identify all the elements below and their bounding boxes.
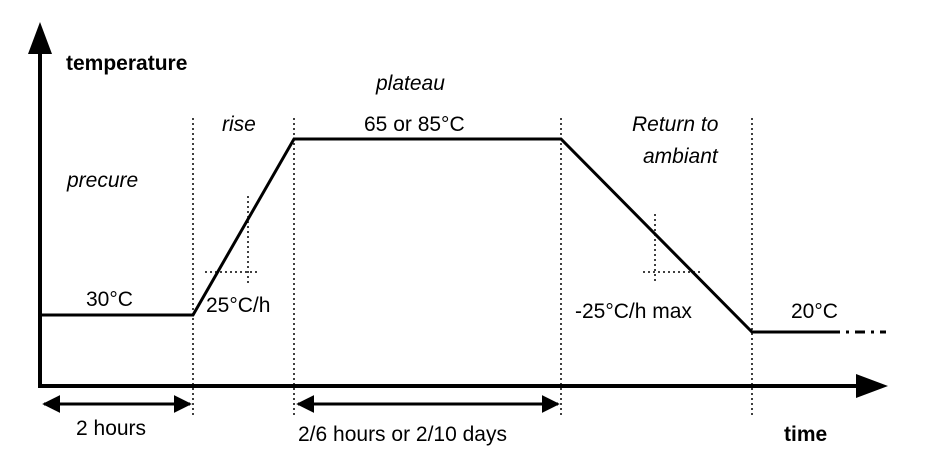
plateau-temperature-label: 65 or 85°C — [364, 113, 465, 136]
x-axis-arrow-icon — [856, 374, 888, 398]
y-axis-label: temperature — [66, 52, 187, 75]
phase-return-label-line1: Return to — [632, 113, 719, 136]
rise-slope-marker — [205, 196, 260, 284]
y-axis — [28, 22, 52, 386]
x-axis-label: time — [784, 423, 827, 446]
precure-temperature-label: 30°C — [86, 288, 133, 311]
phase-rise-label: rise — [222, 113, 256, 136]
x-axis — [38, 374, 888, 398]
phase-precure-label: precure — [66, 169, 138, 192]
y-axis-arrow-icon — [28, 22, 52, 54]
phase-plateau-label: plateau — [375, 72, 445, 95]
plateau-duration-label: 2/6 hours or 2/10 days — [298, 423, 507, 446]
precure-duration-label: 2 hours — [76, 417, 146, 440]
phase-return-label-line2: ambiant — [643, 145, 719, 168]
return-rate-label: -25°C/h max — [575, 300, 692, 323]
phase-boundaries — [192, 118, 753, 418]
return-slope-marker — [643, 214, 702, 284]
final-temperature-label: 20°C — [791, 300, 838, 323]
temperature-profile-line — [40, 137, 830, 334]
rise-rate-label: 25°C/h — [206, 294, 270, 317]
